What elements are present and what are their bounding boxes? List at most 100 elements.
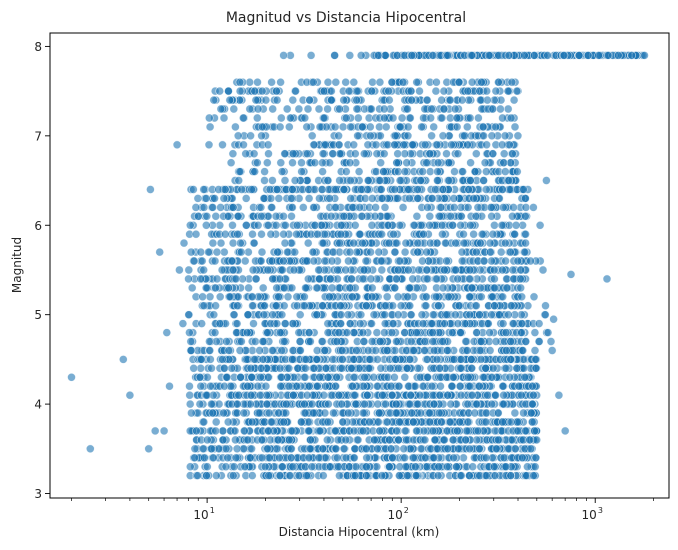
data-point — [302, 471, 311, 480]
data-point — [391, 355, 401, 364]
data-point — [366, 104, 376, 114]
data-point — [474, 444, 484, 454]
data-point — [445, 417, 455, 427]
data-point — [380, 328, 389, 337]
data-point — [146, 185, 155, 194]
data-point — [287, 283, 297, 293]
data-point — [320, 408, 330, 418]
data-point — [476, 238, 485, 248]
data-point — [415, 390, 425, 400]
x-axis-label: Distancia Hipocentral (km) — [279, 525, 440, 539]
data-point — [540, 310, 550, 320]
data-point — [627, 51, 637, 60]
data-point — [402, 158, 412, 167]
data-point — [337, 355, 347, 364]
data-point — [300, 372, 310, 382]
data-point — [355, 229, 365, 239]
data-point — [371, 203, 380, 212]
data-point — [499, 399, 509, 409]
data-point — [257, 131, 266, 141]
data-point — [465, 265, 475, 275]
data-point — [341, 265, 351, 275]
data-point — [414, 265, 424, 275]
data-point — [491, 86, 501, 96]
data-point — [323, 328, 333, 337]
data-point — [465, 221, 475, 230]
data-point — [532, 435, 542, 445]
data-point — [520, 212, 530, 221]
data-point — [196, 247, 206, 257]
data-point — [504, 310, 513, 320]
data-point — [366, 274, 376, 284]
data-point — [197, 256, 207, 266]
data-point — [368, 77, 377, 87]
data-point — [484, 51, 494, 60]
data-point — [303, 274, 313, 284]
data-point — [354, 167, 364, 176]
data-point — [447, 381, 457, 391]
data-point — [382, 346, 392, 355]
data-point — [455, 417, 465, 427]
data-point — [377, 194, 387, 203]
data-point — [228, 238, 238, 248]
data-point — [248, 229, 257, 239]
data-point — [186, 346, 196, 355]
data-point — [500, 131, 510, 141]
data-point — [427, 194, 437, 203]
data-point — [229, 462, 239, 472]
data-point — [323, 77, 333, 87]
data-point — [312, 310, 322, 320]
data-point — [184, 310, 193, 320]
data-point — [465, 444, 474, 454]
data-point — [274, 194, 284, 203]
data-point — [295, 310, 305, 320]
data-point — [418, 256, 427, 266]
data-point — [443, 292, 453, 302]
data-point — [387, 77, 397, 87]
data-point — [467, 51, 476, 60]
data-point — [542, 176, 551, 185]
data-point — [436, 203, 446, 212]
data-point — [428, 310, 438, 320]
data-point — [198, 292, 207, 302]
data-point — [372, 149, 382, 158]
data-point — [506, 471, 516, 480]
data-point — [517, 453, 527, 463]
data-point — [451, 310, 460, 320]
data-point — [327, 283, 337, 293]
data-point — [432, 274, 442, 284]
data-point — [211, 212, 221, 221]
data-point — [268, 274, 278, 284]
data-point — [446, 399, 456, 409]
data-point — [317, 337, 327, 346]
data-point — [300, 399, 309, 409]
data-point — [350, 221, 360, 230]
data-point — [216, 238, 226, 248]
data-point — [456, 355, 466, 364]
data-point — [318, 238, 328, 248]
data-point — [253, 104, 263, 114]
data-point — [496, 104, 505, 114]
data-point — [490, 221, 499, 230]
data-point — [286, 194, 296, 203]
data-point — [264, 408, 274, 418]
data-point — [405, 399, 415, 409]
data-point — [462, 122, 472, 132]
data-point — [469, 229, 478, 239]
data-point — [448, 372, 458, 382]
data-point — [349, 453, 359, 463]
data-point — [422, 95, 432, 105]
data-point — [325, 292, 334, 302]
data-point — [185, 381, 194, 391]
data-point — [325, 194, 335, 203]
data-point — [521, 194, 530, 203]
data-point — [349, 426, 359, 436]
data-point — [425, 212, 435, 221]
data-point — [490, 471, 500, 480]
data-point — [208, 408, 218, 418]
data-point — [470, 167, 480, 176]
data-point — [336, 221, 346, 230]
data-point — [517, 328, 526, 337]
data-point — [236, 238, 245, 248]
data-point — [318, 158, 327, 167]
